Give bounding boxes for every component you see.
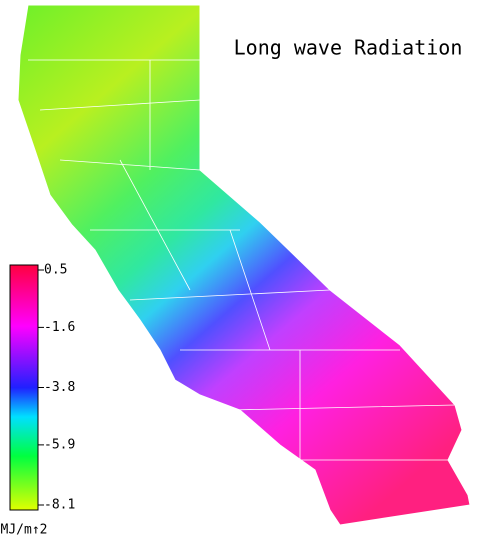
colorbar-tick-label: -8.1 [44, 498, 75, 513]
colorbar-tick-label: -1.6 [44, 320, 75, 335]
colorbar-tick-label: -5.9 [44, 437, 75, 452]
colorbar-tick-label: -3.8 [44, 380, 75, 395]
california-shape [17, 4, 471, 526]
county-lines [28, 59, 460, 461]
map-title: Long wave Radiation [234, 36, 463, 60]
colorbar [9, 264, 39, 511]
colorbar-unit: MJ/m↑2 [1, 523, 48, 538]
colorbar-tick-label: 0.5 [44, 263, 67, 278]
